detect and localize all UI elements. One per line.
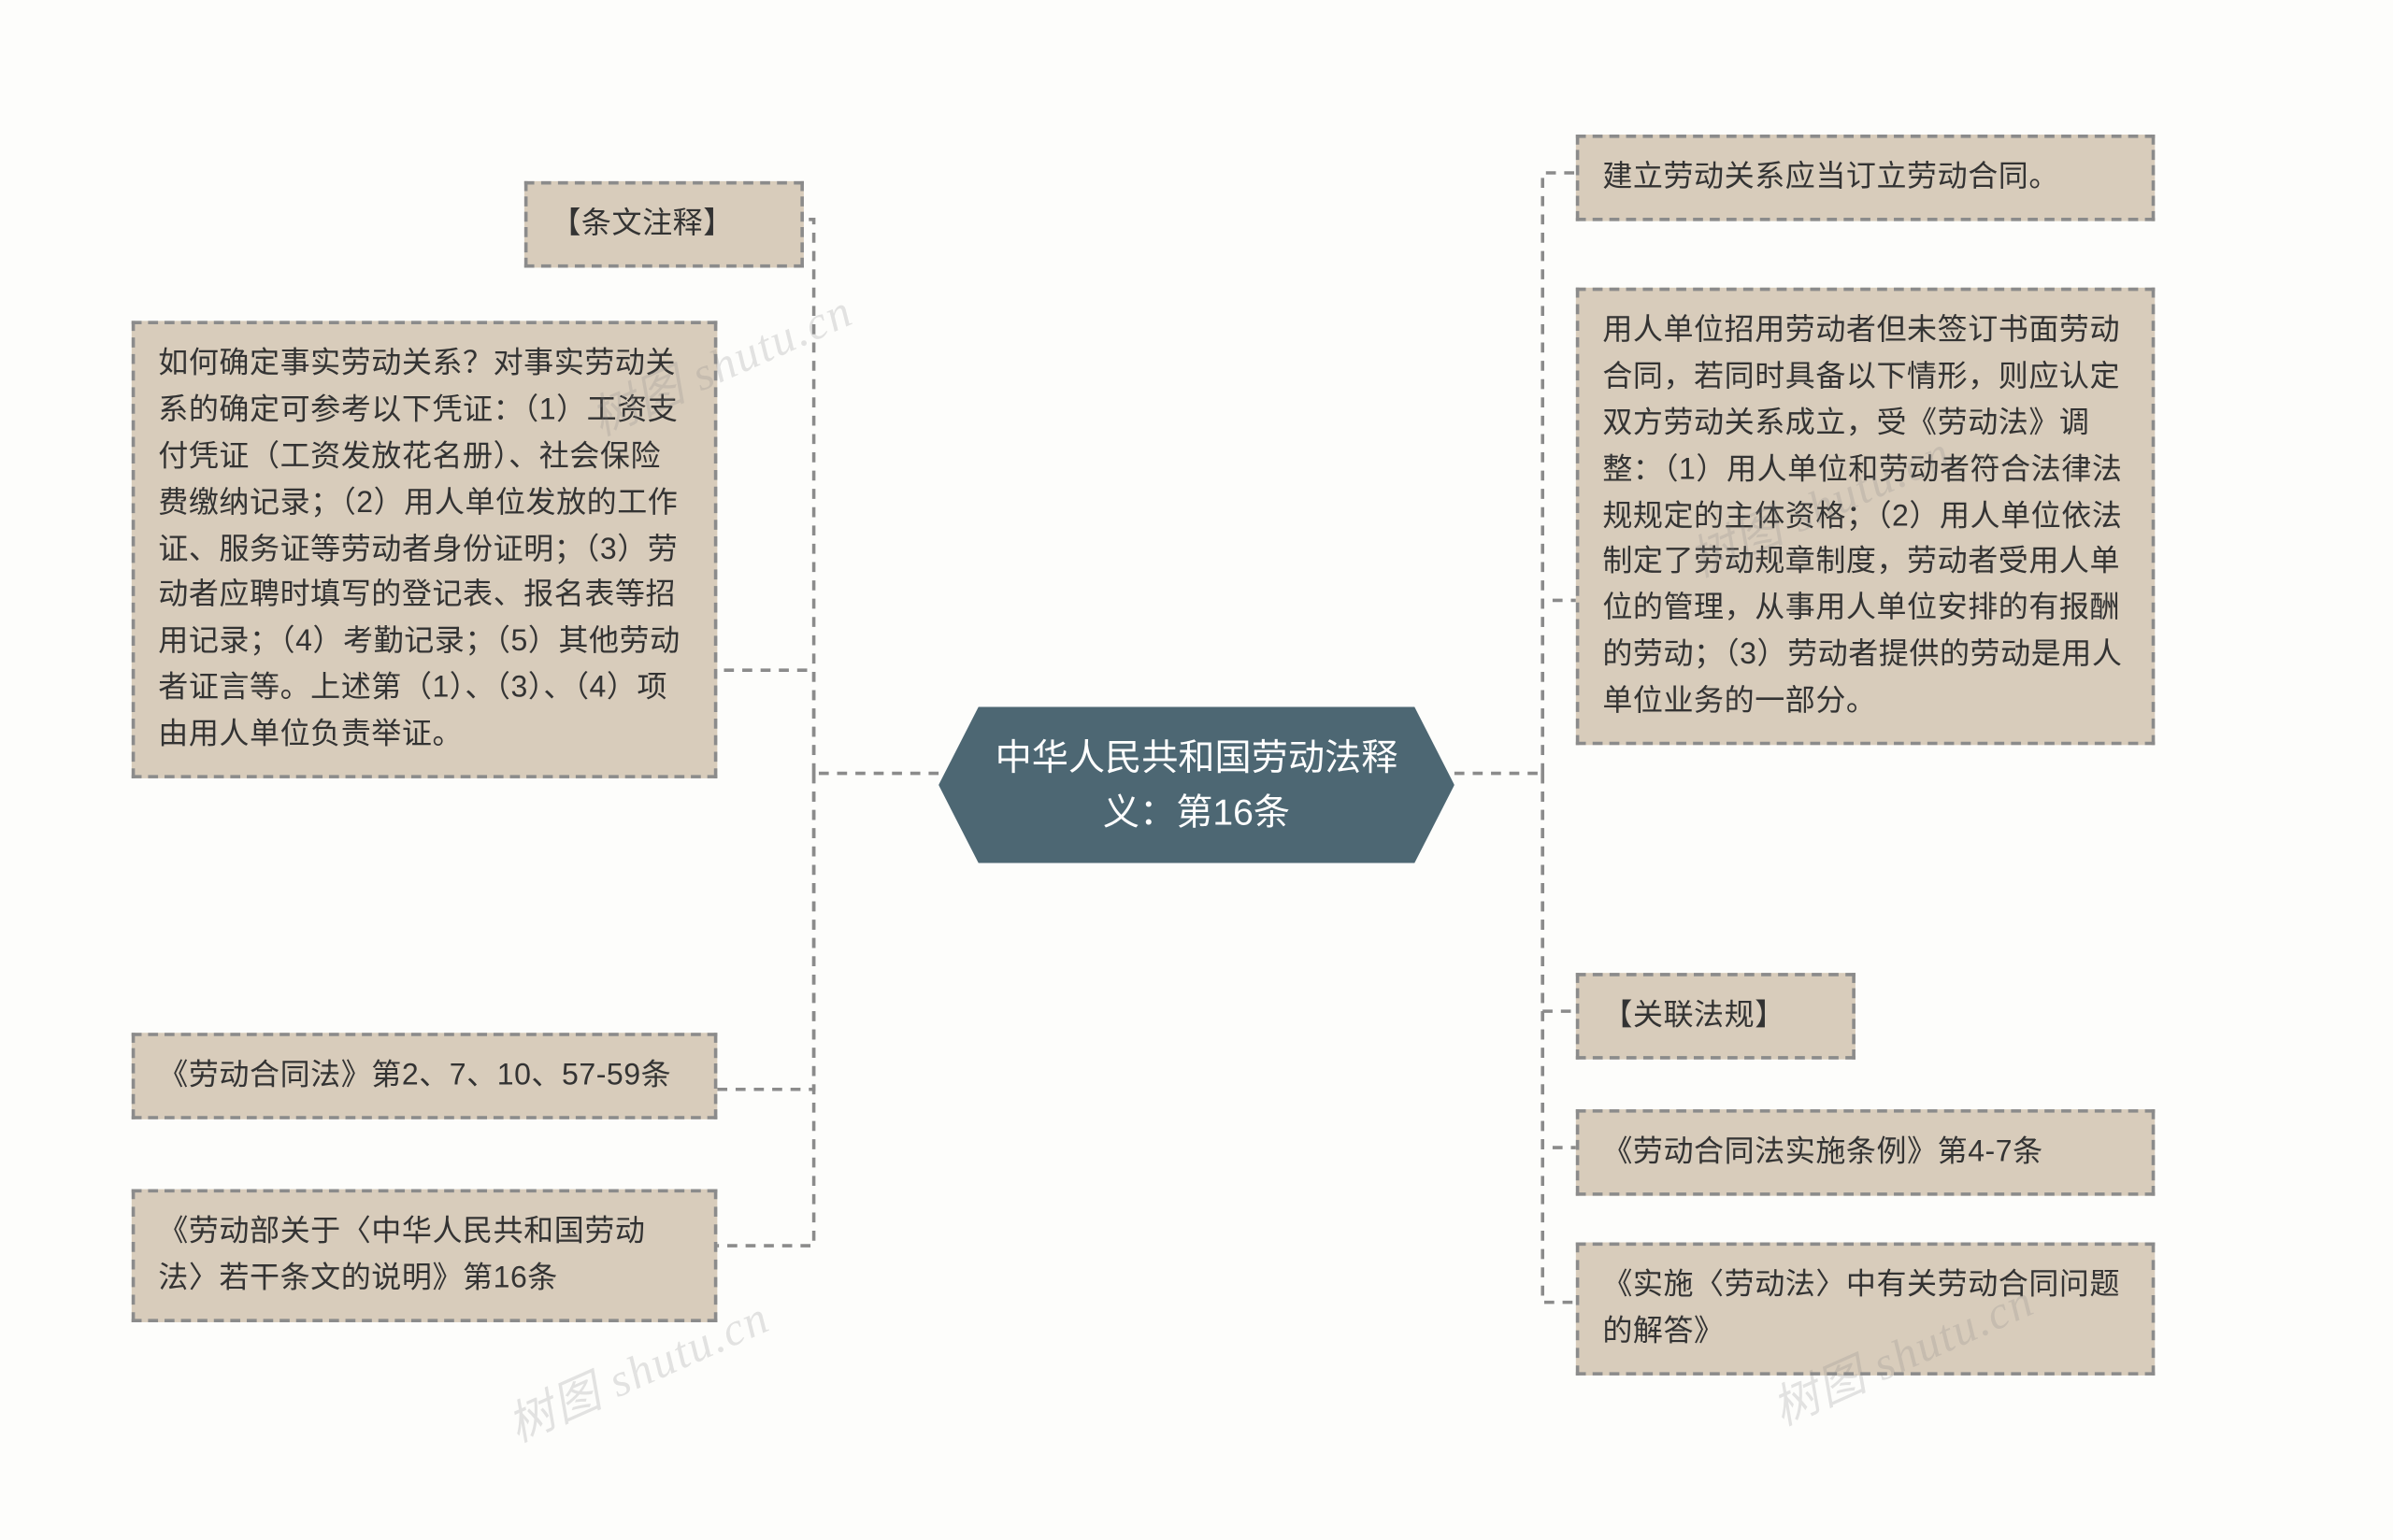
left-node-2[interactable]: 如何确定事实劳动关系？对事实劳动关系的确定可参考以下凭证：（1）工资支付凭证（工… (132, 321, 718, 778)
left-node-4[interactable]: 《劳动部关于〈中华人民共和国劳动法〉若干条文的说明》第16条 (132, 1190, 718, 1322)
node-text: 《劳动合同法》第2、7、10、57-59条 (158, 1058, 671, 1091)
node-text: 【关联法规】 (1602, 998, 1784, 1032)
left-node-1[interactable]: 【条文注释】 (524, 181, 804, 267)
center-node-text: 中华人民共和国劳动法释义：第16条 (996, 736, 1398, 833)
right-node-2[interactable]: 用人单位招用劳动者但未签订书面劳动合同，若同时具备以下情形，则应认定双方劳动关系… (1576, 288, 2155, 746)
right-node-4[interactable]: 《劳动合同法实施条例》第4-7条 (1576, 1109, 2155, 1195)
center-node[interactable]: 中华人民共和国劳动法释义：第16条 (939, 706, 1454, 863)
left-node-3[interactable]: 《劳动合同法》第2、7、10、57-59条 (132, 1033, 718, 1119)
node-text: 《劳动部关于〈中华人民共和国劳动法〉若干条文的说明》第16条 (158, 1214, 645, 1293)
mindmap-canvas: 中华人民共和国劳动法释义：第16条 【条文注释】 如何确定事实劳动关系？对事实劳… (32, 55, 2361, 1486)
right-node-3[interactable]: 【关联法规】 (1576, 973, 1856, 1059)
node-text: 建立劳动关系应当订立劳动合同。 (1602, 160, 2059, 193)
node-text: 如何确定事实劳动关系？对事实劳动关系的确定可参考以下凭证：（1）工资支付凭证（工… (158, 346, 680, 750)
node-text: 《劳动合同法实施条例》第4-7条 (1602, 1134, 2042, 1168)
node-text: 【条文注释】 (551, 207, 733, 240)
node-text: 用人单位招用劳动者但未签订书面劳动合同，若同时具备以下情形，则应认定双方劳动关系… (1602, 313, 2122, 718)
node-text: 《实施〈劳动法〉中有关劳动合同问题的解答》 (1602, 1267, 2120, 1347)
right-node-5[interactable]: 《实施〈劳动法〉中有关劳动合同问题的解答》 (1576, 1243, 2155, 1376)
right-node-1[interactable]: 建立劳动关系应当订立劳动合同。 (1576, 135, 2155, 221)
